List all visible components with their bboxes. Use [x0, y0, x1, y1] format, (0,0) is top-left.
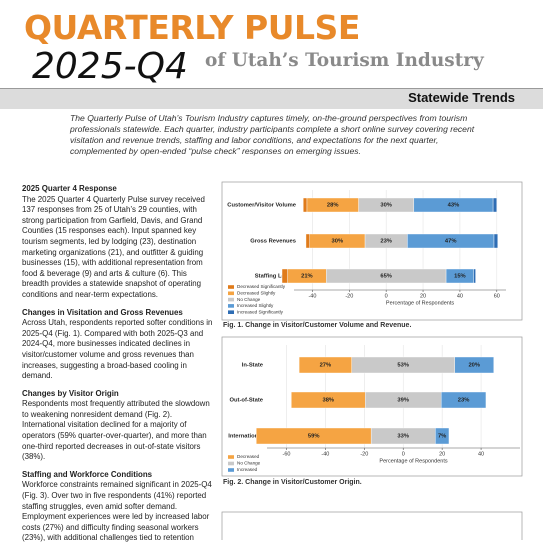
value-label: 43%	[448, 203, 460, 209]
value-label: 27%	[320, 363, 332, 369]
legend-label: No Change	[237, 461, 261, 466]
bar-segment	[298, 356, 352, 374]
value-label: 7%	[438, 434, 446, 440]
bar-segment	[454, 356, 494, 374]
bar-segment	[281, 268, 288, 284]
x-tick-label: 20	[420, 293, 426, 299]
value-label: 59%	[308, 434, 320, 440]
value-label: 21%	[301, 274, 313, 280]
section-text: The 2025 Quarter 4 Quarterly Pulse surve…	[22, 194, 205, 299]
bar-segment	[493, 233, 498, 249]
x-axis-label: Percentage of Respondents	[386, 300, 454, 306]
x-tick-label: -60	[282, 451, 290, 457]
value-label: 28%	[327, 203, 339, 209]
legend-swatch	[228, 461, 234, 466]
legend-swatch	[228, 304, 234, 308]
category-label: In-State	[242, 363, 264, 369]
legend-swatch	[228, 291, 234, 296]
x-tick-label: 60	[494, 293, 500, 299]
x-tick-label: 0	[402, 451, 405, 457]
chart-frame	[221, 511, 523, 540]
category-label: International	[228, 434, 263, 440]
bar-segment	[305, 233, 310, 249]
period: 2025-Q4	[32, 46, 188, 87]
value-label: 33%	[397, 434, 409, 440]
figure-caption: Fig. 1. Change in Visitor/Customer Volum…	[223, 322, 411, 329]
bar-segment	[291, 391, 366, 409]
bar-segment	[435, 427, 450, 445]
x-tick-label: 20	[439, 451, 445, 457]
section-text: Workforce constraints remained significa…	[22, 480, 212, 543]
legend-label: Decreased Slightly	[237, 291, 276, 296]
legend-label: Increased	[237, 467, 258, 472]
legend-swatch	[228, 310, 234, 314]
value-label: 20%	[468, 363, 480, 369]
legend-label: No Change	[237, 297, 261, 302]
x-axis-label: Percentage of Respondents	[379, 458, 447, 464]
value-label: 30%	[380, 203, 392, 209]
legend-label: Decreased	[237, 454, 260, 459]
section-heading: Changes in Visitation and Gross Revenues	[22, 307, 183, 317]
intro: The Quarterly Pulse of Utah’s Tourism In…	[70, 113, 475, 156]
charts: -40 -20 0 20 40 60 Percentage of Respondents Cu…	[221, 181, 523, 540]
x-tick-label: 40	[478, 451, 484, 457]
chart-frame	[221, 336, 523, 477]
title: QUARTERLY PULSE	[24, 8, 360, 47]
section-text: Respondents most frequently attributed t…	[22, 399, 210, 462]
value-label: 38%	[322, 398, 334, 404]
bar-segment	[256, 427, 372, 445]
legend-label: Increased Significantly	[237, 309, 284, 314]
x-tick-label: -20	[360, 451, 368, 457]
value-label: 53%	[397, 363, 409, 369]
legend-swatch	[228, 297, 234, 302]
section-heading: Changes by Visitor Origin	[22, 388, 119, 398]
band	[0, 88, 543, 109]
legend-swatch	[228, 455, 234, 459]
bar-segment	[303, 197, 308, 213]
value-label: 15%	[454, 274, 466, 280]
figure-caption: Fig. 2. Change in Visitor/Customer Origi…	[223, 479, 362, 486]
legend-swatch	[228, 468, 234, 472]
bar-segment	[492, 197, 497, 213]
value-label: 47%	[445, 239, 457, 245]
category-label: Customer/Visitor Volume	[227, 203, 296, 209]
x-tick-label: -20	[345, 293, 353, 299]
category-label: Staffing Levels	[255, 274, 296, 280]
x-tick-label: -40	[308, 293, 316, 299]
x-tick-label: 0	[385, 293, 388, 299]
section-heading: 2025 Quarter 4 Response	[22, 184, 117, 193]
bar-segment	[440, 391, 487, 409]
value-label: 65%	[380, 274, 392, 280]
subtitle: of Utah’s Tourism Industry	[205, 50, 484, 71]
section-heading: Staffing and Workforce Conditions	[22, 469, 153, 479]
chart-frame	[221, 181, 523, 321]
section-text: Across Utah, respondents reported softer…	[22, 318, 213, 381]
band-title: Statewide Trends	[408, 90, 515, 105]
category-label: Gross Revenues	[250, 239, 296, 245]
category-label: Out-of-State	[230, 398, 264, 404]
bar-segment	[473, 268, 476, 284]
value-label: 39%	[397, 398, 409, 404]
value-label: 23%	[380, 239, 392, 245]
value-label: 30%	[332, 239, 344, 245]
value-label: 23%	[458, 398, 470, 404]
legend-label: Increased Slightly	[237, 303, 274, 308]
x-tick-label: 40	[457, 293, 463, 299]
legend-swatch	[228, 285, 234, 289]
legend-label: Decreased Significantly	[237, 284, 286, 289]
left-column: 2025 Quarter 4 Response The 2025 Quarter …	[22, 184, 215, 544]
x-tick-label: -40	[321, 451, 329, 457]
